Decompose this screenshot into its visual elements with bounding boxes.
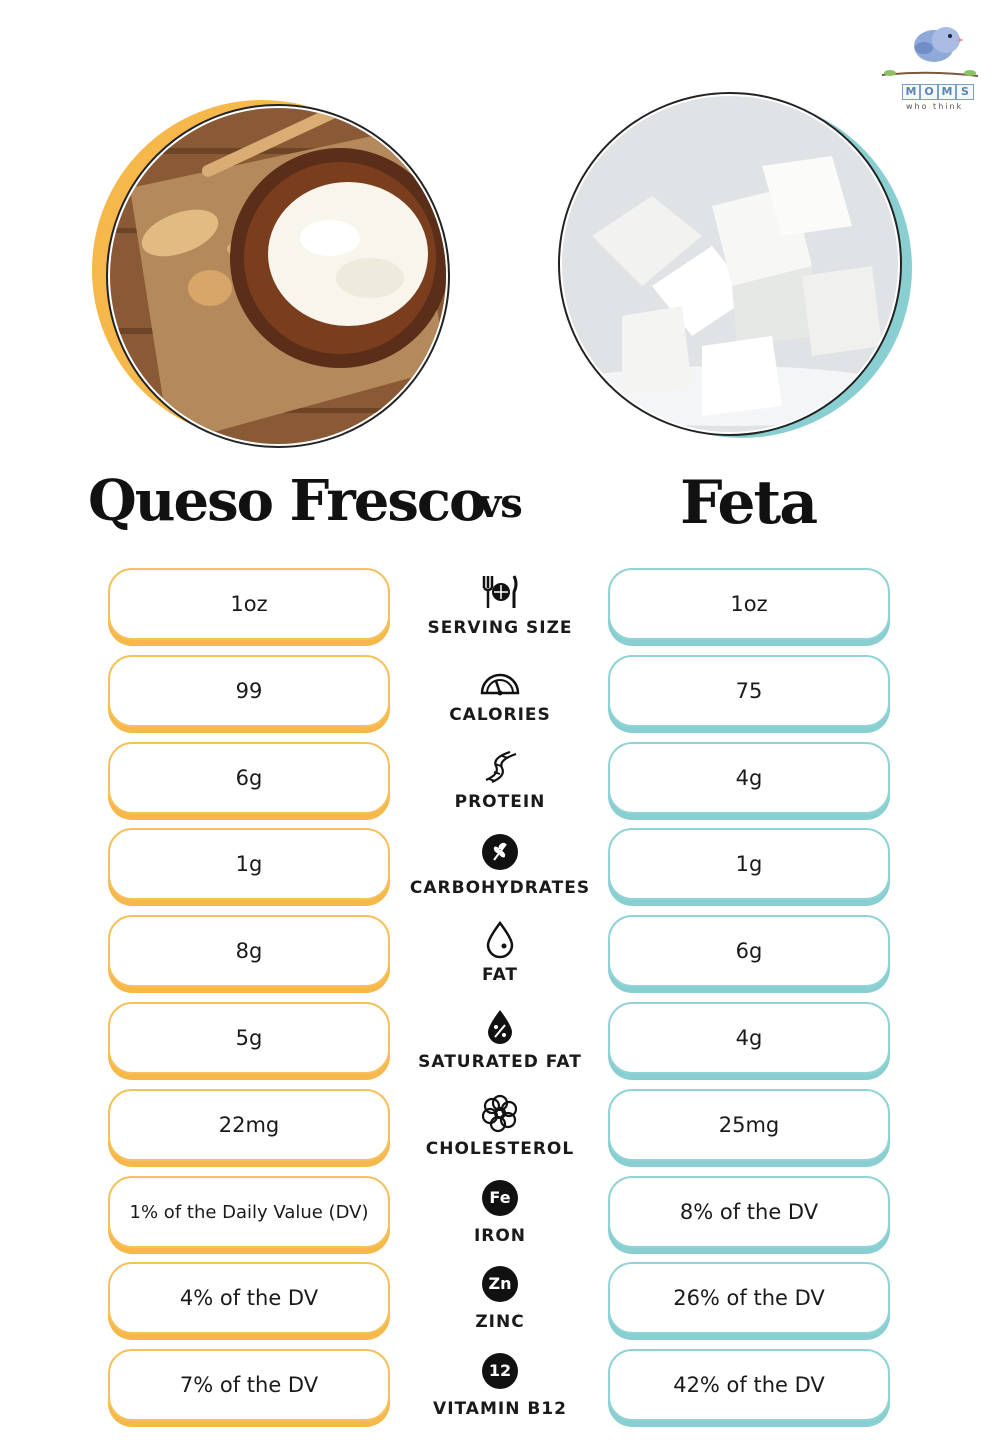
queso-value: 1g	[235, 852, 263, 876]
comparison-row-carbohydrates: 1g CARBOHYDRATES 1g	[0, 828, 1000, 908]
nutrient-label: SERVING SIZE	[427, 618, 573, 638]
nutrient-label: CHOLESTEROL	[425, 1139, 575, 1159]
queso-value-pill: 6g	[108, 742, 390, 814]
feta-value: 8% of the DV	[679, 1200, 819, 1224]
iron-icon: Fe	[482, 1180, 518, 1216]
nutrient-label: FAT	[481, 965, 519, 985]
nutrient-label-block: Fe IRON	[400, 1176, 600, 1256]
queso-value-pill: 1g	[108, 828, 390, 900]
queso-value-pill: 4% of the DV	[108, 1262, 390, 1334]
feta-value-pill: 6g	[608, 915, 890, 987]
feta-value: 75	[735, 679, 763, 703]
queso-value: 4% of the DV	[179, 1286, 319, 1310]
nutrient-label: ZINC	[475, 1312, 525, 1332]
comparison-row-cholesterol: 22mg CHOLESTEROL 25mg	[0, 1089, 1000, 1169]
zinc-icon: Zn	[482, 1266, 518, 1302]
nutrient-label: SATURATED FAT	[418, 1052, 582, 1072]
comparison-row-fat: 8g FAT 6g	[0, 915, 1000, 995]
queso-value: 5g	[235, 1026, 263, 1050]
fork-plate-knife-icon	[480, 572, 520, 612]
feta-value-pill: 4g	[608, 1002, 890, 1074]
queso-value-pill: 22mg	[108, 1089, 390, 1161]
feta-value: 4g	[735, 766, 763, 790]
title-vs: vs	[478, 480, 523, 527]
title-queso-fresco: Queso Fresco	[88, 468, 486, 534]
nutrient-label-block: FAT	[400, 915, 600, 995]
feta-value-pill: 25mg	[608, 1089, 890, 1161]
feta-value: 1g	[735, 852, 763, 876]
drop-icon	[480, 919, 520, 959]
queso-value: 6g	[235, 766, 263, 790]
bird-logo-icon	[914, 27, 964, 62]
feta-value-pill: 42% of the DV	[608, 1349, 890, 1421]
comparison-row-saturated-fat: 5g SATURATED FAT 4g	[0, 1002, 1000, 1082]
feta-value-pill: 75	[608, 655, 890, 727]
feta-value: 4g	[735, 1026, 763, 1050]
nutrient-label-block: SATURATED FAT	[400, 1002, 600, 1082]
branch-icon	[881, 70, 979, 77]
nutrient-label: IRON	[473, 1226, 527, 1246]
nutrient-label-block: PROTEIN	[400, 742, 600, 822]
queso-fresco-photo	[110, 108, 446, 444]
comparison-row-calories: 99 CALORIES 75	[0, 655, 1000, 735]
queso-value-pill: 7% of the DV	[108, 1349, 390, 1421]
gauge-icon	[480, 659, 520, 699]
logo-block: S	[956, 84, 974, 100]
nutrient-label-block: CARBOHYDRATES	[400, 828, 600, 908]
logo-block: M	[938, 84, 956, 100]
nutrient-label: CARBOHYDRATES	[409, 878, 591, 898]
feta-value: 25mg	[718, 1113, 780, 1137]
feta-value: 6g	[735, 939, 763, 963]
queso-value: 1% of the Daily Value (DV)	[129, 1201, 369, 1223]
comparison-row-protein: 6g PROTEIN 4g	[0, 742, 1000, 822]
nutrient-label: VITAMIN B12	[433, 1399, 567, 1419]
vitamin-b12-icon: 12	[482, 1353, 518, 1389]
queso-value-pill: 1oz	[108, 568, 390, 640]
queso-value-pill: 99	[108, 655, 390, 727]
queso-value: 99	[235, 679, 263, 703]
wheat-icon	[480, 832, 520, 872]
feta-value-pill: 26% of the DV	[608, 1262, 890, 1334]
queso-value-pill: 1% of the Daily Value (DV)	[108, 1176, 390, 1248]
comparison-row-iron: 1% of the Daily Value (DV) Fe IRON 8% of…	[0, 1176, 1000, 1256]
feta-value: 1oz	[730, 592, 768, 616]
drop-percent-icon	[480, 1006, 520, 1046]
logo-tagline: who think	[906, 102, 964, 111]
cholesterol-icon	[480, 1093, 520, 1133]
queso-value: 1oz	[230, 592, 268, 616]
nutrient-label-block: CHOLESTEROL	[400, 1089, 600, 1169]
nutrient-label-block: CALORIES	[400, 655, 600, 735]
title-feta: Feta	[680, 468, 818, 538]
queso-value: 22mg	[218, 1113, 280, 1137]
comparison-row-vitamin-b12: 7% of the DV 12 VITAMIN B12 42% of the D…	[0, 1349, 1000, 1429]
logo-block: M	[902, 84, 920, 100]
feta-value-pill: 1g	[608, 828, 890, 900]
protein-helix-icon	[480, 746, 520, 786]
feta-value: 26% of the DV	[673, 1286, 825, 1310]
feta-value-pill: 1oz	[608, 568, 890, 640]
nutrient-label-block: Zn ZINC	[400, 1262, 600, 1342]
comparison-row-zinc: 4% of the DV Zn ZINC 26% of the DV	[0, 1262, 1000, 1342]
logo-block: O	[920, 84, 938, 100]
queso-value-pill: 8g	[108, 915, 390, 987]
nutrient-label: PROTEIN	[454, 792, 546, 812]
feta-photo	[562, 96, 898, 432]
comparison-row-serving-size: 1oz SERVING SIZE 1oz	[0, 568, 1000, 648]
nutrient-label-block: SERVING SIZE	[400, 568, 600, 648]
nutrient-label-block: 12 VITAMIN B12	[400, 1349, 600, 1429]
feta-value: 42% of the DV	[673, 1373, 825, 1397]
queso-value-pill: 5g	[108, 1002, 390, 1074]
moms-who-think-logo: M O M S who think	[880, 14, 980, 111]
nutrient-label: CALORIES	[449, 705, 551, 725]
queso-value: 7% of the DV	[179, 1373, 319, 1397]
feta-value-pill: 4g	[608, 742, 890, 814]
feta-value-pill: 8% of the DV	[608, 1176, 890, 1248]
logo-letter-blocks: M O M S	[902, 84, 974, 100]
queso-value: 8g	[235, 939, 263, 963]
